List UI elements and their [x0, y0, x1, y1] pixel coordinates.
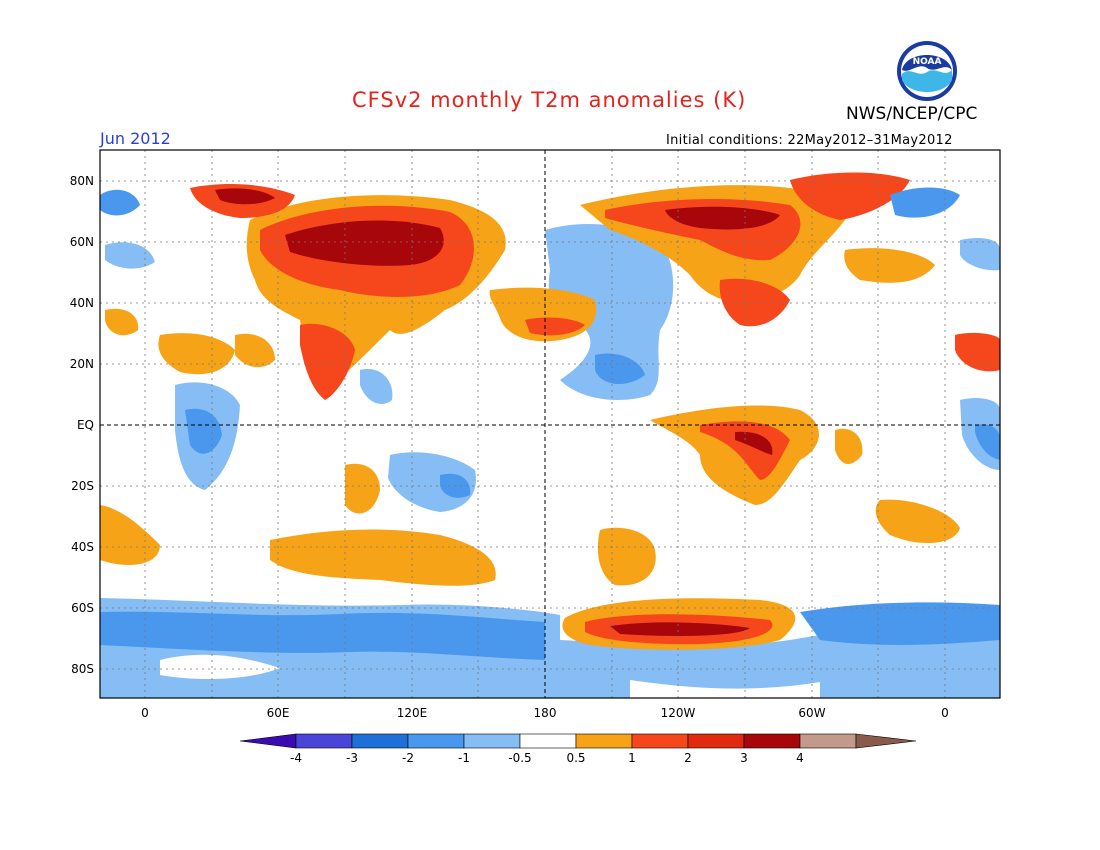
arctic-cool-west [100, 189, 140, 216]
colorbar-swatch-10 [799, 733, 857, 749]
scandinavia-hot [215, 188, 275, 205]
forecast-month: Jun 2012 [100, 129, 171, 148]
antarctic-ice-white [630, 680, 820, 698]
europe-cool [105, 242, 155, 269]
west-africa-warm [105, 308, 139, 336]
antarctic-white-patch [160, 654, 280, 680]
colorbar-swatch-9 [743, 733, 801, 749]
colorbar-swatch-3 [407, 733, 465, 749]
colorbar-arrow-low [239, 733, 297, 749]
colorbar-swatch-6 [575, 733, 633, 749]
us-east-warm [719, 278, 790, 327]
south-pacific-hot-core [610, 622, 750, 636]
antarctic-cool-east-core [800, 602, 1000, 645]
colorbar-label-minus-1: -1 [458, 751, 470, 765]
lat-label-20n: 20N [69, 357, 94, 371]
colorbar-label-minus-0-5: -0.5 [508, 751, 532, 765]
colorbar-arrow-high [855, 733, 917, 749]
greenland-warm [790, 172, 910, 220]
maritime-cool [360, 369, 393, 405]
lon-label-0-east: 0 [941, 706, 949, 720]
organization-label: NWS/NCEP/CPC [846, 104, 978, 124]
canada-hot [665, 206, 780, 230]
brazil-warm [835, 428, 863, 465]
colorbar-swatch-7 [631, 733, 689, 749]
colorbar-swatch-1 [295, 733, 353, 749]
lon-label-60e: 60E [266, 706, 290, 720]
colorbar-swatch-2 [351, 733, 409, 749]
siberia-hot [285, 220, 444, 266]
antarctic-cool-core [100, 611, 545, 660]
colorbar-label-minus-3: -3 [346, 751, 358, 765]
southern-indian-warm [270, 529, 496, 586]
graticule [100, 150, 1000, 698]
arabia-warm [235, 333, 275, 368]
lon-label-60w: 60W [798, 706, 826, 720]
mediterranean-warm-east [955, 332, 1000, 372]
atlantic-cool-east-core [975, 424, 1000, 460]
lat-label-60s: 60S [71, 601, 94, 615]
africa-cool-core [185, 408, 222, 454]
map-frame [99, 149, 1001, 699]
colorbar-label-minus-4: -4 [290, 751, 302, 765]
lat-label-eq: EQ [76, 418, 94, 432]
north-pacific-warm-core [525, 317, 585, 336]
lat-label-40n: 40N [69, 296, 94, 310]
lat-label-20s: 20S [71, 479, 94, 493]
peru-coast-hot [735, 431, 773, 455]
lon-label-120e: 120E [396, 706, 428, 720]
lon-label-120w: 120W [660, 706, 696, 720]
lat-label-80s: 80S [71, 662, 94, 676]
central-pacific-cool [595, 353, 645, 385]
lat-label-40s: 40S [71, 540, 94, 554]
colorbar-label-0-5: 0.5 [566, 751, 586, 765]
lat-label-80n: 80N [69, 174, 94, 188]
north-pacific-cool [545, 224, 674, 400]
lat-label-60n: 60N [69, 235, 94, 249]
colorbar-swatch-4 [463, 733, 521, 749]
anomaly-field [100, 150, 1000, 698]
arctic-cool-east [890, 187, 960, 218]
initial-conditions-label: Initial conditions: 22May2012–31May2012 [666, 133, 953, 148]
lon-label-180: 180 [533, 706, 557, 720]
atlantic-warm [844, 248, 935, 283]
colorbar-label-3: 3 [740, 751, 748, 765]
colorbar-swatch-8 [687, 733, 745, 749]
colorbar-swatch-5 [519, 733, 577, 749]
colorbar-label-1: 1 [628, 751, 636, 765]
south-atlantic-warm-east [875, 499, 960, 544]
equator-dateline [100, 150, 1000, 698]
colorbar-label-minus-2: -2 [402, 751, 414, 765]
europe-cool-east [960, 238, 1000, 271]
colorbar-label-4: 4 [796, 751, 804, 765]
south-asia-warm [300, 323, 355, 400]
lon-label-0-west: 0 [141, 706, 149, 720]
logo-lettering: NOAA [913, 57, 942, 67]
colorbar-label-2: 2 [684, 751, 692, 765]
southern-indian-warm-north [345, 463, 380, 514]
chart-title: CFSv2 monthly T2m anomalies (K) [352, 88, 747, 112]
noaa-logo: NOAA [897, 41, 957, 101]
south-atlantic-warm-west [100, 505, 160, 565]
